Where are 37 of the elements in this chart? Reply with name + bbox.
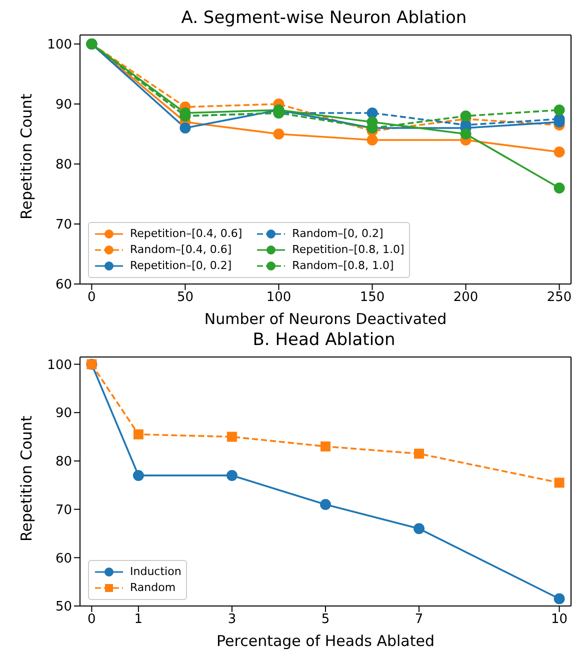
y-tick-label: 70 bbox=[55, 502, 72, 518]
x-tick-label: 5 bbox=[321, 612, 330, 628]
y-tick-label: 50 bbox=[55, 600, 72, 615]
x-tick-label: 0 bbox=[88, 290, 96, 306]
x-tick-label: 10 bbox=[551, 612, 568, 628]
x-tick-label: 0 bbox=[88, 612, 96, 628]
x-tick-label: 250 bbox=[546, 290, 572, 306]
x-tick-label: 100 bbox=[266, 290, 292, 306]
legend-label: Induction bbox=[129, 564, 182, 580]
x-tick-label: 150 bbox=[360, 290, 385, 306]
legend-label: Random–[0.4, 0.6] bbox=[129, 242, 233, 258]
x-axis-title: Percentage of Heads Ablated bbox=[216, 632, 434, 650]
legend-label: Random bbox=[129, 580, 177, 596]
x-tick-label: 200 bbox=[453, 290, 478, 306]
y-tick-label: 100 bbox=[47, 38, 72, 53]
y-tick-label: 90 bbox=[55, 98, 72, 113]
y-tick-label: 70 bbox=[55, 218, 72, 233]
legend-label: Repetition–[0.4, 0.6] bbox=[129, 226, 242, 242]
y-tick-label: 80 bbox=[55, 158, 72, 173]
chart-title: B. Head Ablation bbox=[252, 330, 396, 352]
x-tick-label: 1 bbox=[134, 612, 143, 628]
legend-label: Repetition–[0, 0.2] bbox=[129, 258, 233, 274]
y-tick-label: 60 bbox=[55, 551, 72, 566]
legend-label: Repetition–[0.8, 1.0] bbox=[291, 242, 404, 258]
y-axis-title: Repetition Count bbox=[17, 416, 36, 542]
y-axis-title: Repetition Count bbox=[17, 94, 36, 220]
chart-title: A. Segment-wise Neuron Ablation bbox=[180, 8, 468, 30]
y-tick-label: 100 bbox=[47, 358, 72, 373]
x-tick-label: 50 bbox=[176, 290, 194, 306]
x-tick-label: 7 bbox=[414, 612, 424, 628]
legend-label: Random–[0.8, 1.0] bbox=[291, 258, 395, 274]
y-tick-label: 80 bbox=[55, 454, 72, 470]
y-tick-label: 60 bbox=[55, 278, 72, 293]
y-tick-label: 90 bbox=[55, 406, 72, 422]
x-tick-label: 3 bbox=[228, 612, 236, 628]
x-axis-title: Number of Neurons Deactivated bbox=[204, 310, 447, 328]
legend-label: Random–[0, 0.2] bbox=[291, 226, 384, 242]
